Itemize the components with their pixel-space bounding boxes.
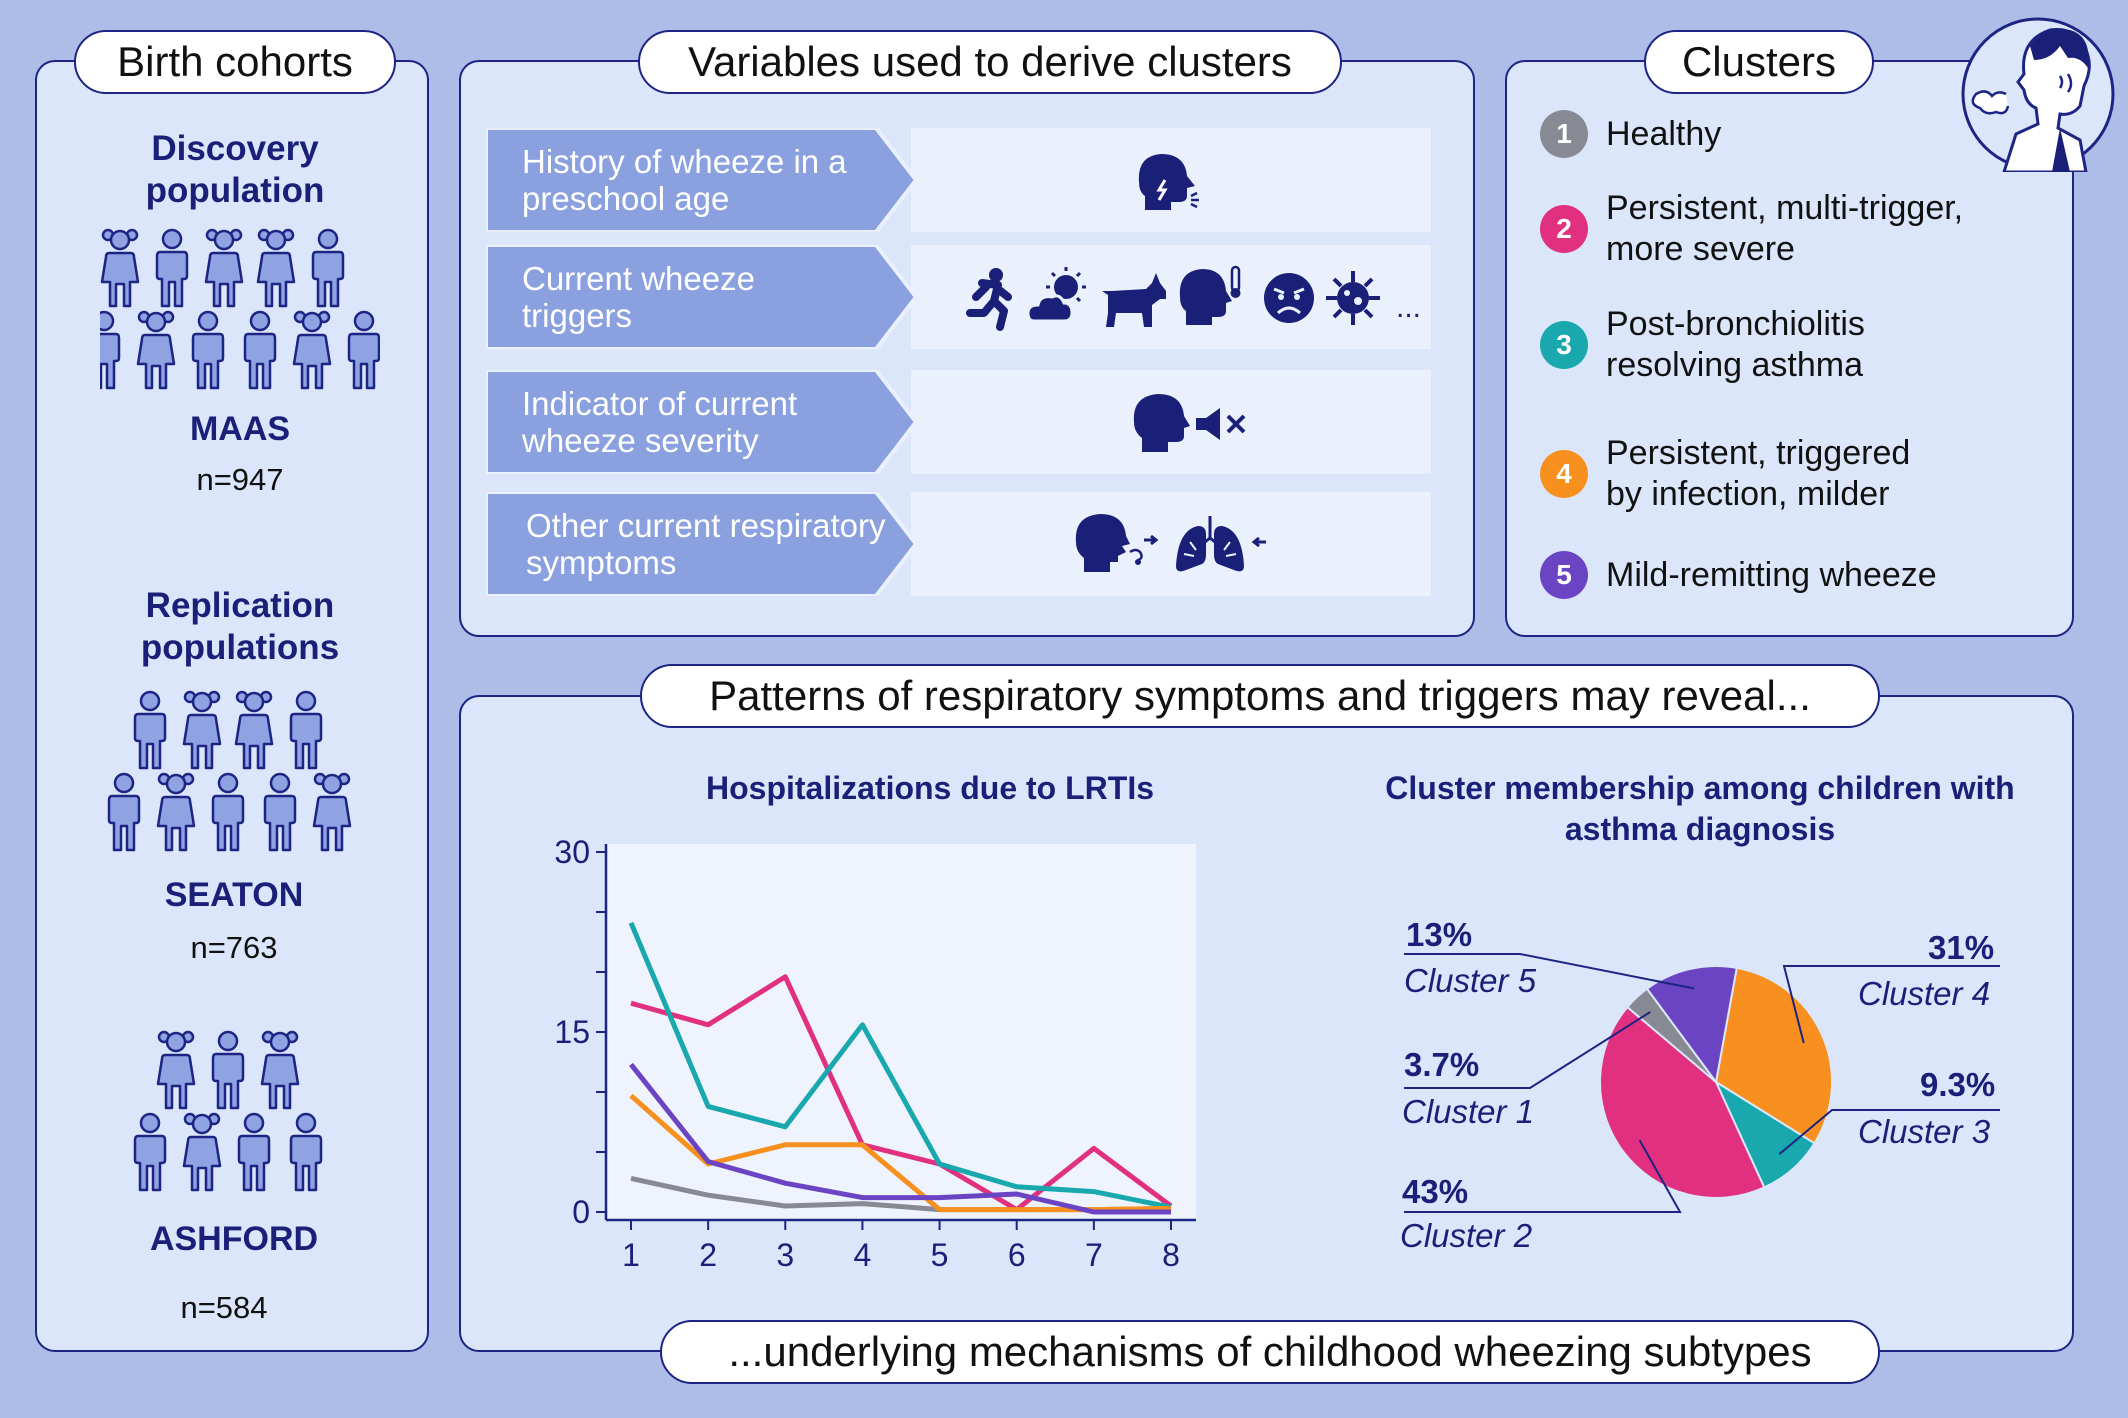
cluster-badge-2: 2 <box>1540 205 1588 253</box>
wheezing-head-icon <box>1138 154 1199 210</box>
x-tick-label: 8 <box>1162 1237 1180 1270</box>
patterns-bottom-label: ...underlying mechanisms of childhood wh… <box>660 1320 1880 1384</box>
cluster-badge-5: 5 <box>1540 551 1588 599</box>
pie-slice-cluster-5 <box>1645 965 1738 1085</box>
cluster-membership-pie-chart <box>1404 953 2000 1213</box>
pie-name-cluster-5: Cluster 5 <box>1404 962 1537 999</box>
cluster-badge-4: 4 <box>1540 450 1588 498</box>
birth-cohorts-title: Birth cohorts <box>74 30 396 94</box>
discovery-population-label: Discovery population <box>145 129 325 210</box>
hospitalizations-line-chart: 0 15 30 1 2 3 4 5 6 7 8 <box>554 834 1196 1270</box>
cluster-item-5: 5 Mild-remitting wheeze <box>1540 551 1937 599</box>
coughing-man-icon <box>1961 17 2115 172</box>
series-line-2 <box>630 974 1173 1213</box>
variable-label-history: History of wheeze in a preschool age <box>522 143 847 217</box>
cluster-label-4: Persistent, triggered by infection, mild… <box>1606 434 1911 513</box>
pie-leader-line <box>1782 965 2000 1044</box>
variable-arrow <box>486 370 916 474</box>
variable-row-other-symptoms: Other current respiratory symptoms <box>486 492 1441 596</box>
cluster-item-2: 2 Persistent, multi-trigger, more severe <box>1540 188 2026 270</box>
pie-leader-line <box>1778 1109 2000 1155</box>
clusters-panel <box>1505 60 2074 637</box>
pie-pct-cluster-5: 13% <box>1406 916 1473 953</box>
cohort-name-maas: MAAS <box>189 410 291 448</box>
pie-chart-title: Cluster membership among children with a… <box>1385 770 2015 847</box>
cluster-label-1: Healthy <box>1606 114 1722 153</box>
pie-slice-cluster-2 <box>1599 1005 1766 1199</box>
pie-leader-line <box>1404 1011 1651 1089</box>
pie-pct-cluster-4: 31% <box>1928 929 1995 966</box>
running-person-icon <box>966 268 1012 331</box>
x-tick-label: 4 <box>854 1237 872 1270</box>
people-group-seaton-icon <box>107 690 352 852</box>
people-group-maas-icon <box>100 228 380 390</box>
y-tick-label: 0 <box>572 1194 590 1230</box>
variable-arrow <box>486 245 916 349</box>
variable-row-history: History of wheeze in a preschool age <box>486 128 1441 232</box>
pie-name-cluster-3: Cluster 3 <box>1858 1113 1991 1150</box>
y-tick-label: 15 <box>554 1014 590 1050</box>
cluster-badge-3: 3 <box>1540 321 1588 369</box>
weather-icon <box>1026 267 1086 323</box>
virus-icon <box>1326 271 1380 325</box>
cohort-name-seaton: SEATON <box>164 876 304 914</box>
variable-label-other-symptoms: Other current respiratory symptoms <box>526 507 886 581</box>
cluster-label-5: Mild-remitting wheeze <box>1606 555 1937 594</box>
pie-name-cluster-1: Cluster 1 <box>1402 1093 1535 1130</box>
pie-leader-line <box>1404 1139 1682 1213</box>
variable-label-severity: Indicator of current wheeze severity <box>522 385 798 459</box>
x-tick-label: 5 <box>931 1237 949 1270</box>
cluster-badge-1: 1 <box>1540 110 1588 158</box>
x-tick-label: 2 <box>699 1237 717 1270</box>
pie-name-cluster-4: Cluster 4 <box>1858 975 1991 1012</box>
patterns-top-label: Patterns of respiratory symptoms and tri… <box>640 664 1880 728</box>
cohort-n-ashford: n=584 <box>180 1290 268 1325</box>
fever-head-icon <box>1179 265 1241 325</box>
people-group-ashford-icon <box>133 1030 323 1192</box>
x-tick-label: 7 <box>1085 1237 1103 1270</box>
head-icon <box>1133 394 1190 452</box>
variable-row-triggers: Current wheeze triggers ... <box>486 245 1441 349</box>
x-tick-label: 1 <box>622 1237 640 1270</box>
coughing-head-icon <box>1075 514 1159 572</box>
lungs-icon <box>1176 516 1266 572</box>
variable-row-severity: Indicator of current wheeze severity <box>486 370 1441 474</box>
x-tick-label: 6 <box>1008 1237 1026 1270</box>
variable-label-triggers: Current wheeze triggers <box>522 260 755 334</box>
cluster-item-4: 4 Persistent, triggered by infection, mi… <box>1540 433 1946 515</box>
cluster-item-1: 1 Healthy <box>1540 110 1721 158</box>
clusters-title: Clusters <box>1644 30 1874 94</box>
pie-pct-cluster-1: 3.7% <box>1404 1046 1480 1083</box>
cohort-n-maas: n=947 <box>196 462 284 497</box>
more-triggers-ellipsis: ... <box>1396 291 1422 324</box>
x-tick-label: 3 <box>776 1237 794 1270</box>
series-line-3 <box>628 921 1172 1210</box>
variable-arrow <box>486 128 916 232</box>
variable-arrow <box>486 492 916 596</box>
pie-leader-line <box>1404 953 1695 990</box>
muted-speaker-icon <box>1196 408 1246 440</box>
cohort-name-ashford: ASHFORD <box>149 1220 319 1258</box>
series-line-5 <box>629 1062 1171 1215</box>
cluster-label-2: Persistent, multi-trigger, more severe <box>1606 189 1964 268</box>
angry-face-icon <box>1264 273 1314 323</box>
variable-icon-strip <box>911 492 1431 596</box>
line-chart-title: Hospitalizations due to LRTIs <box>705 770 1154 806</box>
cluster-label-3: Post-bronchiolitis resolving asthma <box>1606 305 1865 384</box>
cohort-n-seaton: n=763 <box>190 930 278 965</box>
pie-pct-cluster-3: 9.3% <box>1920 1066 1996 1103</box>
replication-populations-label: Replication populations <box>140 586 340 667</box>
y-tick-label: 30 <box>554 834 590 870</box>
variables-title: Variables used to derive clusters <box>638 30 1342 94</box>
pie-pct-cluster-2: 43% <box>1402 1173 1469 1210</box>
dog-icon <box>1102 273 1166 327</box>
plot-area <box>606 844 1196 1220</box>
pie-name-cluster-2: Cluster 2 <box>1400 1217 1533 1254</box>
cluster-item-3: 3 Post-bronchiolitis resolving asthma <box>1540 304 1926 386</box>
